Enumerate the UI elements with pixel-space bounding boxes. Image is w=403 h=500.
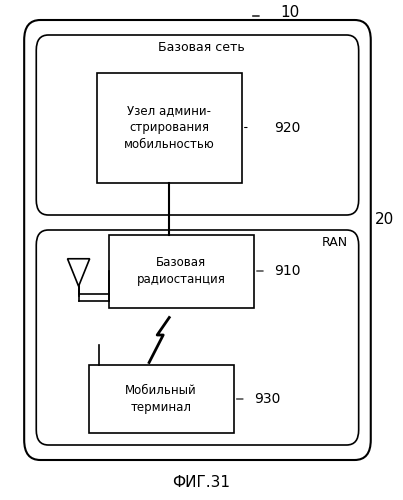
FancyBboxPatch shape: [36, 230, 359, 445]
Text: ФИГ.31: ФИГ.31: [172, 475, 231, 490]
Text: RAN: RAN: [322, 236, 347, 249]
FancyBboxPatch shape: [89, 365, 234, 432]
Polygon shape: [67, 259, 89, 286]
FancyBboxPatch shape: [24, 20, 371, 460]
FancyBboxPatch shape: [109, 235, 254, 308]
Text: 930: 930: [254, 392, 280, 406]
Text: Мобильный
терминал: Мобильный терминал: [125, 384, 197, 414]
Text: Базовая сеть: Базовая сеть: [158, 41, 245, 54]
Text: 10: 10: [280, 5, 300, 20]
Text: Базовая
радиостанция: Базовая радиостанция: [137, 256, 226, 286]
Text: 20: 20: [375, 212, 395, 228]
Text: Узел админи-
стрирования
мобильностью: Узел админи- стрирования мобильностью: [124, 104, 215, 151]
Text: 920: 920: [274, 120, 300, 134]
Text: 910: 910: [274, 264, 301, 278]
FancyBboxPatch shape: [97, 72, 242, 182]
FancyBboxPatch shape: [36, 35, 359, 215]
